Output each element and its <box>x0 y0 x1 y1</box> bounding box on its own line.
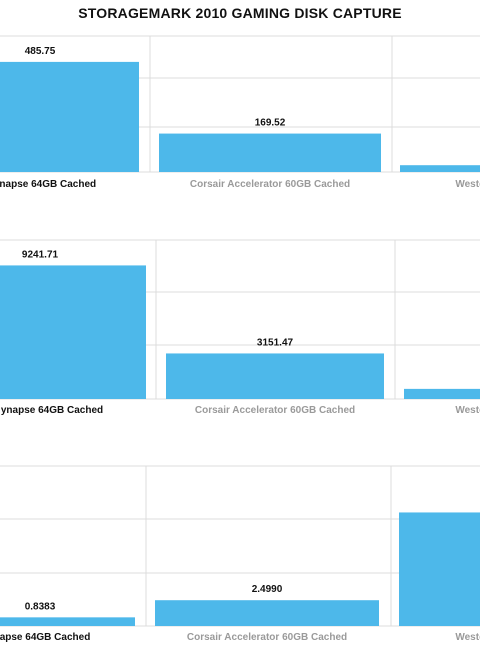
bar <box>0 61 139 172</box>
x-tick-label: Weste <box>455 405 480 416</box>
data-label: 3151.47 <box>257 337 294 348</box>
x-tick-label: Corsair Accelerator 60GB Cached <box>195 405 355 416</box>
bar <box>166 353 384 399</box>
x-tick-label: ynapse 64GB Cached <box>1 405 103 416</box>
bar <box>404 388 480 399</box>
bar <box>0 265 146 399</box>
x-tick-label: Corsair Accelerator 60GB Cached <box>187 632 347 643</box>
data-label: 169.52 <box>255 118 286 129</box>
bar <box>159 133 381 172</box>
bar <box>400 165 480 172</box>
data-label: 0.8383 <box>25 601 56 612</box>
x-tick-label: Corsair Accelerator 60GB Cached <box>190 179 350 190</box>
data-label: 2.4990 <box>252 584 283 595</box>
bar <box>0 617 135 626</box>
x-tick-label: Weste <box>455 632 480 643</box>
page-title: STORAGEMARK 2010 GAMING DISK CAPTURE <box>78 5 402 21</box>
chart-panel-1: 485.75 169.52 ynapse 64GB Cached Corsair Ac… <box>0 35 480 190</box>
chart-panel-2: 9241.71 3151.47 ynapse 64GB Cached Corsair … <box>0 239 480 416</box>
data-label: 485.75 <box>25 46 56 57</box>
x-tick-label: apse 64GB Cached <box>0 632 90 643</box>
x-tick-label: ynapse 64GB Cached <box>0 179 96 190</box>
bar <box>399 512 480 626</box>
chart-panel-3: 0.8383 2.4990 apse 64GB Cached Corsair Acce… <box>0 465 480 643</box>
x-tick-label: Weste <box>455 179 480 190</box>
bar <box>155 600 379 626</box>
data-label: 9241.71 <box>22 249 59 260</box>
